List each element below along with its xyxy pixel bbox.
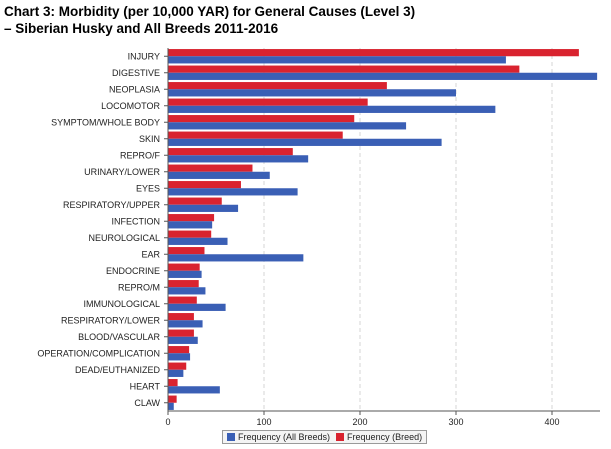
category-label: LOCOMOTOR (101, 101, 160, 111)
bar-breed-6 (168, 148, 293, 156)
category-label: RESPIRATORY/LOWER (61, 315, 161, 325)
bar-all-breeds-11 (168, 237, 228, 245)
category-label: HEART (130, 381, 161, 391)
bar-all-breeds-13 (168, 270, 202, 278)
x-tick-label: 100 (256, 417, 271, 427)
bar-breed-0 (168, 49, 579, 57)
x-tick-label: 0 (165, 417, 170, 427)
bar-all-breeds-5 (168, 138, 442, 146)
bar-all-breeds-8 (168, 188, 298, 196)
bar-all-breeds-15 (168, 303, 226, 311)
category-label: EAR (141, 249, 160, 259)
legend-swatch-breed (336, 433, 345, 441)
category-label: REPRO/F (120, 150, 161, 160)
bar-all-breeds-18 (168, 353, 191, 361)
bar-all-breeds-19 (168, 369, 184, 377)
bar-breed-13 (168, 263, 200, 271)
bar-breed-10 (168, 214, 215, 222)
bar-breed-3 (168, 98, 368, 106)
x-tick-label: 200 (352, 417, 367, 427)
bar-breed-11 (168, 230, 212, 238)
bar-breed-12 (168, 247, 205, 255)
x-tick-label: 400 (544, 417, 559, 427)
bar-all-breeds-12 (168, 254, 304, 262)
bar-all-breeds-1 (168, 72, 598, 80)
bar-all-breeds-9 (168, 204, 239, 212)
legend-label-breed: Frequency (Breed) (347, 432, 423, 442)
bar-breed-21 (168, 395, 177, 403)
bar-all-breeds-20 (168, 386, 220, 394)
bar-all-breeds-16 (168, 320, 203, 328)
bar-breed-19 (168, 362, 187, 370)
bar-breed-14 (168, 280, 199, 288)
bar-breed-17 (168, 329, 194, 337)
bar-breed-9 (168, 197, 222, 205)
bar-breed-18 (168, 346, 190, 354)
legend-label-all-breeds: Frequency (All Breeds) (238, 432, 331, 442)
category-label: ENDOCRINE (106, 266, 160, 276)
category-label: INJURY (128, 51, 160, 61)
bar-chart: INJURY DIGESTIVE NEOPLASIA LOCOMOTOR SYMPTOM… (37, 48, 600, 427)
category-label: NEOPLASIA (109, 84, 160, 94)
chart-legend: Frequency (All Breeds) Frequency (Breed) (222, 430, 428, 444)
legend-swatch-all-breeds (227, 433, 235, 441)
category-label: REPRO/M (118, 282, 160, 292)
category-label: SKIN (139, 134, 160, 144)
bar-breed-16 (168, 313, 194, 321)
legend-item-all-breeds: Frequency (All Breeds) (227, 432, 330, 442)
chart-title: Chart 3: Morbidity (per 10,000 YAR) for … (4, 3, 415, 37)
category-label: RESPIRATORY/UPPER (63, 200, 161, 210)
category-label: NEUROLOGICAL (88, 233, 160, 243)
category-label: DIGESTIVE (112, 68, 160, 78)
bar-breed-20 (168, 379, 178, 387)
bar-breed-7 (168, 164, 253, 172)
bar-all-breeds-17 (168, 336, 198, 344)
bar-breed-8 (168, 181, 241, 189)
bar-breed-1 (168, 65, 520, 73)
category-label: URINARY/LOWER (84, 167, 160, 177)
bar-all-breeds-21 (168, 402, 174, 410)
bar-breed-2 (168, 82, 387, 90)
chart-title-line-1: Chart 3: Morbidity (per 10,000 YAR) for … (4, 4, 416, 19)
chart-title-line-2: – Siberian Husky and All Breeds 2011-201… (4, 21, 279, 36)
bar-all-breeds-4 (168, 122, 407, 130)
category-label: BLOOD/VASCULAR (78, 332, 160, 342)
bar-breed-15 (168, 296, 197, 304)
bar-all-breeds-2 (168, 89, 456, 97)
category-label: SYMPTOM/WHOLE BODY (51, 117, 160, 127)
category-label: INFECTION (112, 216, 161, 226)
bar-all-breeds-14 (168, 287, 206, 295)
bar-all-breeds-6 (168, 155, 309, 163)
category-label: OPERATION/COMPLICATION (37, 348, 160, 358)
x-tick-label: 300 (448, 417, 463, 427)
category-label: DEAD/EUTHANIZED (75, 365, 161, 375)
category-label: EYES (136, 183, 160, 193)
bar-all-breeds-0 (168, 56, 506, 64)
bar-breed-4 (168, 115, 355, 123)
bar-all-breeds-10 (168, 221, 213, 229)
category-label: CLAW (134, 398, 160, 408)
bar-all-breeds-3 (168, 105, 496, 113)
bar-breed-5 (168, 131, 343, 139)
legend-item-breed: Frequency (Breed) (336, 432, 422, 442)
bar-all-breeds-7 (168, 171, 270, 179)
category-label: IMMUNOLOGICAL (83, 299, 160, 309)
